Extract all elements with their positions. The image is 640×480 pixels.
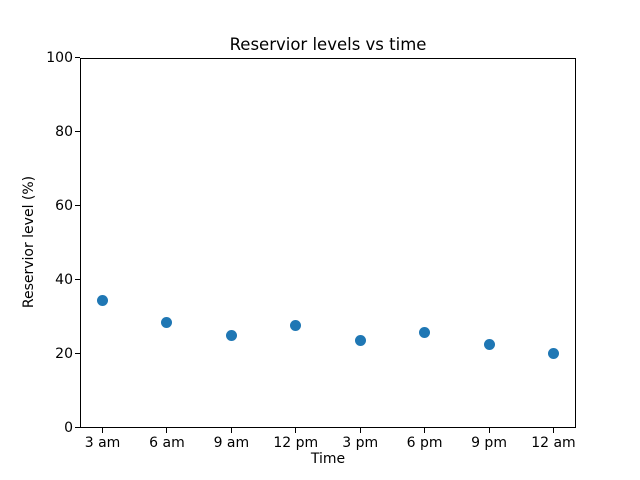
data-point xyxy=(419,326,431,338)
x-tick-label: 9 pm xyxy=(471,435,507,451)
data-point xyxy=(161,316,173,328)
y-tick-label: 40 xyxy=(55,271,73,288)
x-tick-mark xyxy=(359,427,361,433)
x-tick-mark xyxy=(166,427,168,433)
x-tick-mark xyxy=(230,427,232,433)
data-point xyxy=(354,335,366,347)
x-tick-mark xyxy=(102,427,104,433)
y-tick-mark xyxy=(75,427,80,428)
y-tick-label: 100 xyxy=(46,49,73,66)
x-axis-label: Time xyxy=(310,451,346,467)
y-tick-label: 0 xyxy=(64,419,73,436)
x-tick-mark xyxy=(295,427,297,433)
x-tick-label: 3 pm xyxy=(342,435,379,451)
x-tick-label: 12 am xyxy=(531,435,576,451)
y-tick-label: 20 xyxy=(55,345,73,362)
y-tick-mark xyxy=(75,205,80,206)
y-tick-label: 60 xyxy=(55,197,73,214)
data-point xyxy=(97,294,109,306)
chart-title: Reservior levels vs time xyxy=(229,35,427,54)
y-tick-mark xyxy=(75,279,80,280)
plot-area xyxy=(80,57,576,428)
x-tick-mark xyxy=(424,427,426,433)
data-point xyxy=(547,348,559,359)
y-tick-label: 80 xyxy=(55,123,73,140)
data-point xyxy=(483,339,495,351)
x-tick-mark xyxy=(488,427,490,433)
data-point xyxy=(225,329,237,341)
y-tick-mark xyxy=(75,131,80,132)
y-tick-mark xyxy=(75,57,80,58)
x-tick-label: 6 am xyxy=(149,435,185,451)
y-tick-mark xyxy=(75,353,80,354)
x-tick-label: 9 am xyxy=(213,435,250,451)
x-tick-label: 6 pm xyxy=(406,435,443,451)
data-point xyxy=(290,320,302,332)
x-tick-mark xyxy=(552,427,554,433)
x-tick-label: 12 pm xyxy=(273,435,319,451)
x-tick-label: 3 am xyxy=(84,435,121,451)
